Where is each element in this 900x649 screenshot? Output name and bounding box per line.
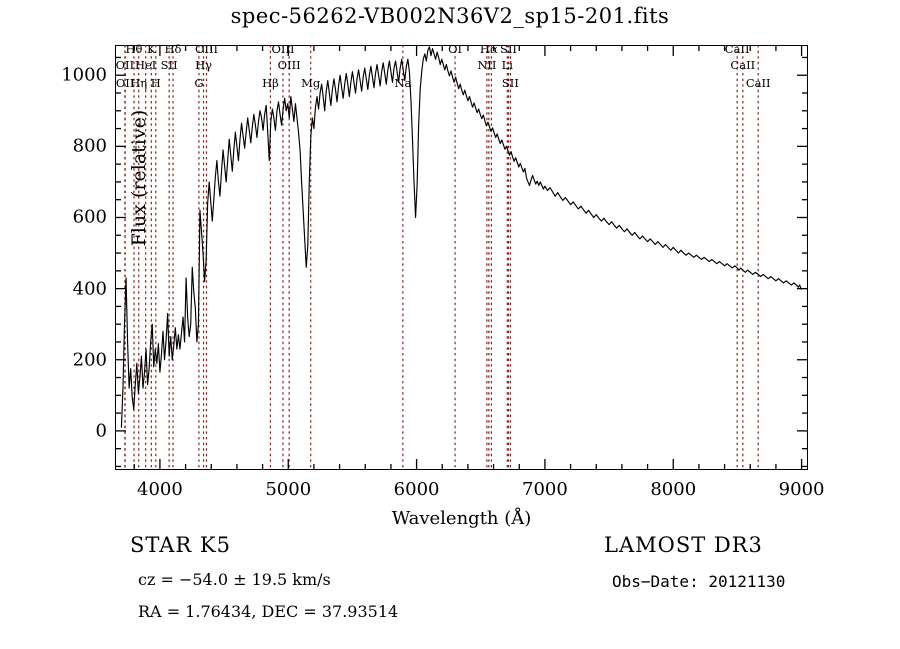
page-title: spec-56262-VB002N36V2_sp15-201.fits [230, 4, 670, 28]
spectral-line-label: CaII [730, 58, 756, 72]
spectral-line-label: CaII [745, 76, 771, 90]
y-tick-label: 600 [72, 206, 107, 228]
y-tick-label: 0 [95, 420, 107, 442]
spectral-line-label: Mg [301, 76, 321, 90]
axis-ticks [115, 45, 808, 470]
spectral-line-label: G [194, 76, 204, 90]
spectral-line-label: Hβ [262, 76, 279, 90]
spectral-line-label: Hα [479, 42, 498, 56]
spectral-line-label: Li [501, 58, 513, 72]
spectral-line-label: OIII [194, 42, 219, 56]
spectral-line-label: K [147, 42, 156, 56]
x-tick-label: 7000 [522, 479, 568, 500]
spectral-line-label: OII [115, 58, 135, 72]
plot-area: Flux (relative) Wavelength (Å) 0 200 400 60… [61, 42, 824, 529]
spectral-line-label: Hη [130, 76, 148, 90]
y-tick-label: 400 [72, 278, 107, 300]
spectral-line-label: OI [448, 42, 463, 56]
y-tick-label: 800 [72, 135, 107, 157]
obs-date-text: Obs−Date: 20121130 [612, 572, 786, 591]
spectral-line-label: Hγ [195, 58, 212, 72]
y-axis-label: Flux (relative) [128, 109, 150, 247]
plot-frame [115, 45, 808, 470]
x-tick-label: 6000 [393, 479, 440, 500]
survey-text: LAMOST DR3 [604, 533, 763, 557]
spectral-line-label: HeI [134, 58, 157, 72]
spectral-line-label: SII [499, 42, 517, 56]
y-tick-label: 200 [72, 349, 107, 371]
spectral-line-label: NII [477, 58, 497, 72]
spectral-line-label: SII [501, 76, 519, 90]
spectrum-canvas [115, 45, 808, 470]
x-axis-label: Wavelength (Å) [391, 508, 532, 529]
x-tick-label: 8000 [650, 479, 697, 500]
spectral-line-label: OII [115, 76, 135, 90]
spectral-line-label: H [150, 76, 161, 90]
coordinates-text: RA = 1.76434, DEC = 37.93514 [138, 602, 399, 621]
spectral-line-label: Na [394, 76, 412, 90]
spectral-line-label: CaII [724, 42, 750, 56]
x-tick-label: 5000 [265, 479, 312, 500]
object-type-text: STAR K5 [130, 533, 231, 557]
spectral-line-label: Hδ [164, 42, 182, 56]
redshift-velocity-text: cz = −54.0 ± 19.5 km/s [138, 570, 331, 589]
spectral-line-label: OIII [271, 42, 295, 56]
spectral-line-label: Hθ [125, 42, 143, 56]
spectral-line-label: SII [160, 58, 178, 72]
spectral-line-markers [124, 45, 759, 470]
spectrum-trace [120, 46, 802, 428]
x-tick-label: 4000 [137, 479, 183, 500]
y-tick-label: 1000 [61, 64, 107, 86]
spectral-line-label: OIII [277, 58, 301, 72]
x-tick-label: 9000 [778, 479, 825, 500]
